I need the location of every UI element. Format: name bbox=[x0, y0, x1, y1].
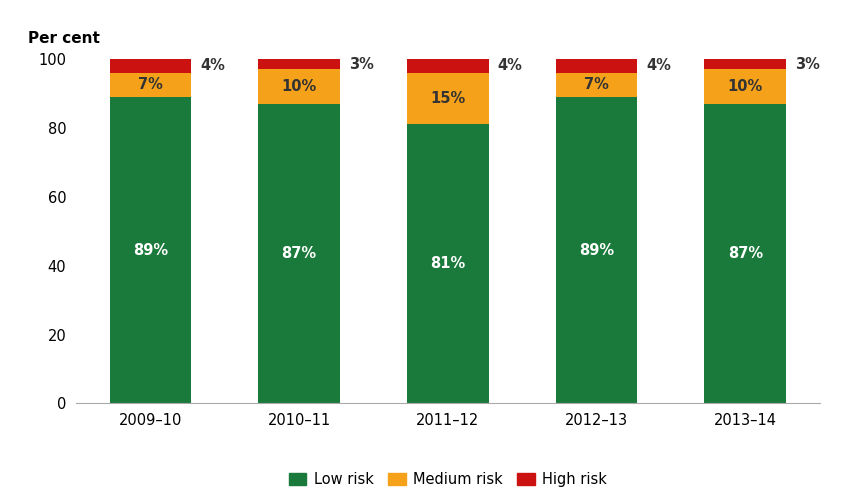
Text: 7%: 7% bbox=[583, 77, 609, 92]
Bar bbox=[704, 59, 785, 69]
Bar bbox=[258, 69, 339, 104]
Text: 89%: 89% bbox=[133, 243, 168, 258]
Text: 87%: 87% bbox=[281, 246, 316, 261]
Bar bbox=[704, 104, 785, 403]
Bar bbox=[110, 73, 191, 97]
Text: 7%: 7% bbox=[138, 77, 163, 92]
Text: 15%: 15% bbox=[430, 91, 465, 106]
Text: 81%: 81% bbox=[430, 256, 465, 272]
Bar bbox=[555, 97, 636, 403]
Bar bbox=[555, 73, 636, 97]
Bar bbox=[407, 124, 488, 403]
Text: 3%: 3% bbox=[349, 57, 373, 72]
Bar bbox=[407, 73, 488, 124]
Text: 4%: 4% bbox=[646, 59, 670, 73]
Bar bbox=[258, 104, 339, 403]
Text: 4%: 4% bbox=[200, 59, 225, 73]
Bar bbox=[110, 97, 191, 403]
Bar bbox=[258, 59, 339, 69]
Text: 10%: 10% bbox=[281, 79, 316, 94]
Bar bbox=[555, 59, 636, 73]
Bar bbox=[704, 69, 785, 104]
Legend: Low risk, Medium risk, High risk: Low risk, Medium risk, High risk bbox=[283, 466, 612, 492]
Text: 87%: 87% bbox=[727, 246, 762, 261]
Text: 4%: 4% bbox=[497, 59, 522, 73]
Bar bbox=[407, 59, 488, 73]
Text: 3%: 3% bbox=[794, 57, 819, 72]
Text: 89%: 89% bbox=[578, 243, 614, 258]
Text: Per cent: Per cent bbox=[28, 31, 100, 46]
Text: 10%: 10% bbox=[727, 79, 762, 94]
Bar bbox=[110, 59, 191, 73]
